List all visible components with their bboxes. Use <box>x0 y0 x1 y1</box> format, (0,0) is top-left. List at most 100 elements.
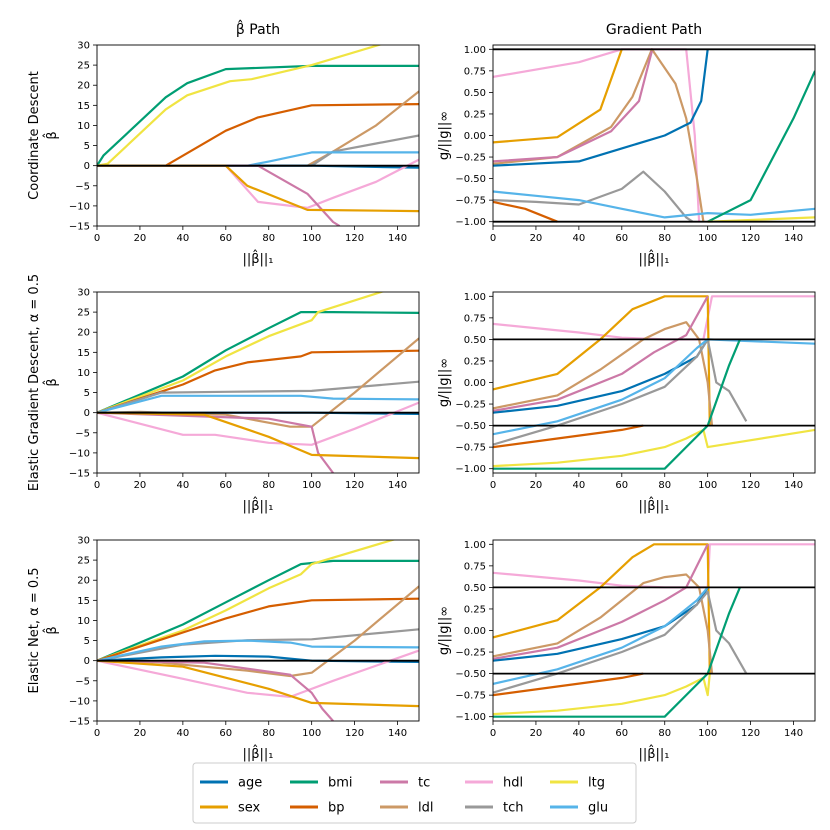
x-tick-label: 0 <box>94 233 100 244</box>
series-line-bmi <box>707 70 815 223</box>
series-line-hdl <box>493 295 815 341</box>
y-tick-label: 5 <box>84 636 90 647</box>
column-title: Gradient Path <box>606 22 702 38</box>
legend-label-ldl: ldl <box>418 801 433 816</box>
row-label-text: Elastic Gradient Descent, α = 0.5 <box>27 274 42 491</box>
series-line-tc <box>97 659 334 721</box>
x-tick-label: 0 <box>490 233 496 244</box>
y-tick-label: −0.75 <box>455 691 486 702</box>
series-line-ldl <box>493 321 714 426</box>
series-line-tc <box>493 295 709 412</box>
series-line-ltg <box>97 292 385 414</box>
y-tick-label: 1.00 <box>464 292 486 303</box>
panel-beta-elastic-gradient-descent: 0 20 40 60 80 100 120 140 −15 −10 −5 0 5 10 15 20 25 30 ||… <box>69 288 420 514</box>
y-tick-label: −10 <box>69 696 90 707</box>
x-tick-label: 20 <box>530 728 543 739</box>
y-tick-label: −10 <box>69 448 90 459</box>
series-line-tch <box>97 134 419 167</box>
series-line-ltg <box>97 45 383 167</box>
series-line-bmi <box>97 311 419 414</box>
y-tick-label: −0.25 <box>455 153 486 164</box>
series-line-tch <box>493 590 748 694</box>
plot-area <box>493 543 815 718</box>
series-line-bp <box>97 103 419 167</box>
x-tick-label: 120 <box>345 233 364 244</box>
y-tick-label: 0.75 <box>464 313 486 324</box>
axes-frame <box>492 539 816 722</box>
series-line-ltg <box>493 428 815 468</box>
legend: age bmi tc hdl ltg sex bp ldl tch glu <box>192 762 637 824</box>
axes-frame <box>492 291 816 474</box>
series-line-tc <box>493 543 709 660</box>
y-tick-label: −1.00 <box>455 217 486 228</box>
x-tick-label: 140 <box>388 233 407 244</box>
y-tick-label: 0.50 <box>464 583 486 594</box>
row-label-text: Coordinate Descent <box>27 71 42 200</box>
x-tick-label: 40 <box>176 480 189 491</box>
x-tick-label: 80 <box>658 233 671 244</box>
x-tick-label: 20 <box>530 233 543 244</box>
row-label-0: Coordinate Descent β̂ <box>27 71 60 200</box>
y-tick-label: 0 <box>84 656 90 667</box>
axes-frame <box>492 44 816 227</box>
series-line-tc <box>493 50 653 163</box>
y-tick-label: 0.75 <box>464 561 486 572</box>
legend-label-age: age <box>238 776 262 791</box>
series-line-bp <box>97 597 419 662</box>
x-tick-label: 0 <box>490 728 496 739</box>
y-axis-label: g/||g||∞ <box>437 111 452 160</box>
series-line-ldl <box>493 573 714 674</box>
row-label-1: Elastic Gradient Descent, α = 0.5 β̂ <box>27 274 60 491</box>
legend-label-ltg: ltg <box>588 776 605 791</box>
x-tick-label: 0 <box>490 480 496 491</box>
x-tick-label: 40 <box>572 480 585 491</box>
x-tick-label: 40 <box>176 728 189 739</box>
y-tick-label: 10 <box>77 368 90 379</box>
axes-frame <box>96 291 420 474</box>
x-tick-label: 120 <box>741 233 760 244</box>
x-tick-label: 140 <box>388 480 407 491</box>
x-tick-label: 0 <box>94 480 100 491</box>
y-tick-label: 20 <box>77 81 90 92</box>
x-axis-label: ||β̂||₁ <box>638 250 669 267</box>
y-tick-label: 10 <box>77 121 90 132</box>
y-tick-label: 1.00 <box>464 45 486 56</box>
x-axis-label: ||β̂||₁ <box>242 497 273 514</box>
x-tick-label: 40 <box>572 728 585 739</box>
x-tick-label: 80 <box>658 480 671 491</box>
series-line-tc <box>97 164 341 226</box>
series-line-bp <box>493 200 558 223</box>
axes-frame <box>96 539 420 722</box>
y-tick-label: 15 <box>77 101 90 112</box>
y-tick-label: −0.75 <box>455 196 486 207</box>
series-line-bp <box>493 672 644 697</box>
series-line-bmi <box>493 586 741 718</box>
legend-label-sex: sex <box>238 801 261 816</box>
y-tick-label: −10 <box>69 201 90 212</box>
panel-beta-coordinate-descent: 0 20 40 60 80 100 120 140 −15 −10 −5 0 5 10 15 20 25 30 ||… <box>69 19 420 267</box>
row-label-symbol: β̂ <box>43 131 60 139</box>
series-line-bmi <box>97 559 419 662</box>
y-tick-label: 0.50 <box>464 88 486 99</box>
y-tick-label: 0.25 <box>464 604 486 615</box>
y-tick-label: 10 <box>77 616 90 627</box>
y-tick-label: −0.50 <box>455 421 486 432</box>
series-line-hdl <box>97 401 419 446</box>
series-line-sex <box>97 659 419 708</box>
plot-area <box>493 295 815 470</box>
y-tick-label: −5 <box>75 428 90 439</box>
y-tick-label: 25 <box>77 61 90 72</box>
y-tick-label: 0.00 <box>464 626 486 637</box>
plot-area <box>493 48 815 223</box>
y-tick-label: −0.25 <box>455 400 486 411</box>
y-tick-label: 0.00 <box>464 378 486 389</box>
y-tick-label: 25 <box>77 308 90 319</box>
x-tick-label: 40 <box>176 233 189 244</box>
x-tick-label: 20 <box>134 728 147 739</box>
x-tick-label: 140 <box>784 480 803 491</box>
x-axis-label: ||β̂||₁ <box>638 745 669 762</box>
series-line-ltg <box>97 540 397 662</box>
y-tick-label: −5 <box>75 676 90 687</box>
x-tick-label: 120 <box>741 728 760 739</box>
